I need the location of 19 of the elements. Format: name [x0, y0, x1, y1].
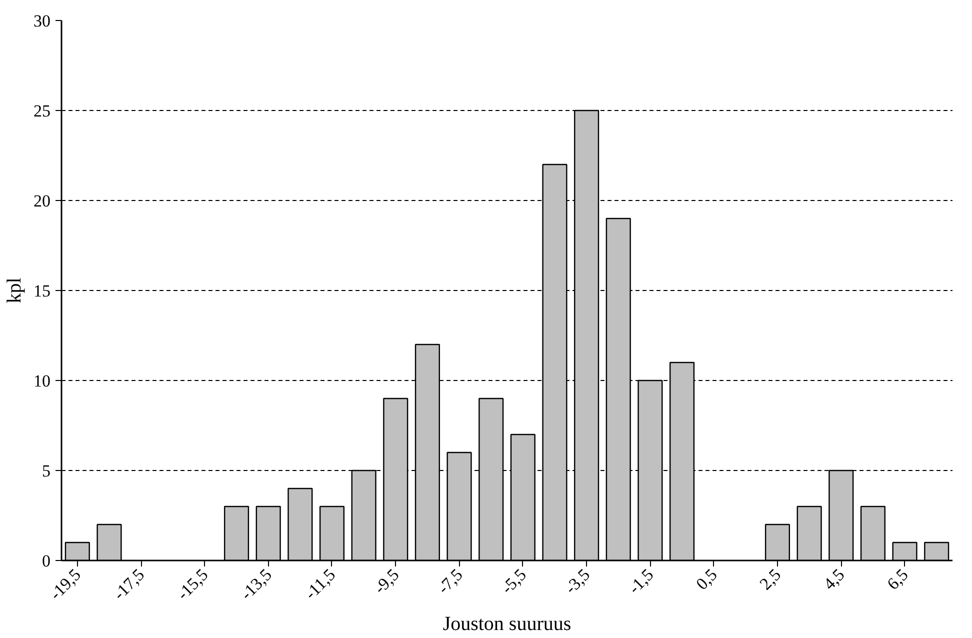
x-tick-label: 2,5 — [756, 565, 785, 594]
x-tick-label: -1,5 — [624, 565, 658, 598]
x-tick-label: -9,5 — [370, 565, 403, 598]
y-tick-label: 0 — [42, 552, 50, 570]
x-tick-label: 6,5 — [883, 565, 912, 594]
y-tick-label: 10 — [34, 372, 50, 390]
x-tick-label: -5,5 — [498, 565, 530, 598]
y-axis-title: kpl — [4, 277, 26, 304]
y-tick-label: 30 — [34, 12, 50, 30]
y-tick-label: 5 — [42, 462, 50, 480]
x-tick-label: -11,5 — [301, 565, 340, 604]
x-tick-label: -3,5 — [561, 565, 594, 598]
y-tick-label: 25 — [34, 102, 50, 120]
x-tick-label: -7,5 — [434, 565, 466, 598]
y-tick-label: 15 — [34, 282, 50, 300]
x-tick-label: 0,5 — [692, 565, 721, 594]
x-axis-title: Jouston suuruus — [442, 613, 572, 636]
y-tick-label: 20 — [34, 192, 50, 210]
x-tick-label: 4,5 — [820, 565, 848, 594]
